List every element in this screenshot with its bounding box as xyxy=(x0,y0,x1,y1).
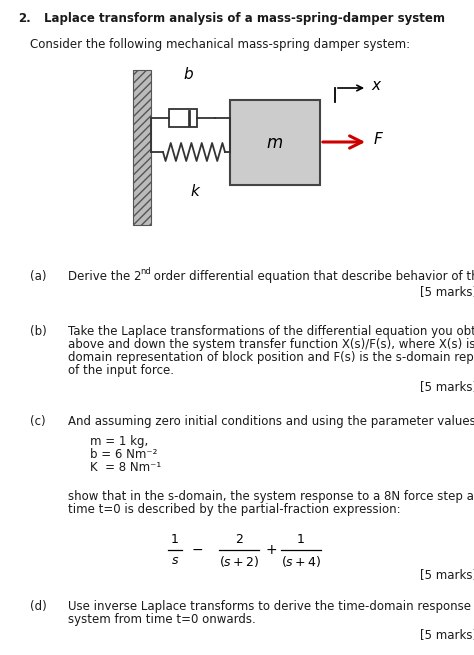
Text: Use inverse Laplace transforms to derive the time-domain response of the: Use inverse Laplace transforms to derive… xyxy=(68,600,474,613)
Text: 1: 1 xyxy=(297,533,305,546)
Text: [5 marks]: [5 marks] xyxy=(420,380,474,393)
Text: order differential equation that describe behavior of the system.: order differential equation that describ… xyxy=(150,270,474,283)
Text: domain representation of block position and F(s) is the s-domain representation: domain representation of block position … xyxy=(68,351,474,364)
Text: $k$: $k$ xyxy=(191,183,201,199)
Text: (a): (a) xyxy=(30,270,46,283)
Text: $b$: $b$ xyxy=(182,66,193,82)
Text: system from time t=0 onwards.: system from time t=0 onwards. xyxy=(68,613,256,626)
Text: [5 marks]: [5 marks] xyxy=(420,568,474,581)
Text: [5 marks]: [5 marks] xyxy=(420,628,474,641)
Text: $(s + 2)$: $(s + 2)$ xyxy=(219,554,259,569)
Text: $m$: $m$ xyxy=(266,134,283,151)
Bar xyxy=(230,100,320,185)
Text: −: − xyxy=(191,543,203,557)
Text: (c): (c) xyxy=(30,415,46,428)
Text: 1: 1 xyxy=(171,533,179,546)
Text: (d): (d) xyxy=(30,600,47,613)
Text: $(s + 4)$: $(s + 4)$ xyxy=(281,554,321,569)
Text: $x$: $x$ xyxy=(371,77,383,92)
Text: Derive the 2: Derive the 2 xyxy=(68,270,142,283)
Bar xyxy=(133,70,151,225)
Text: [5 marks]: [5 marks] xyxy=(420,285,474,298)
Text: 2.: 2. xyxy=(18,12,31,25)
Text: And assuming zero initial conditions and using the parameter values:: And assuming zero initial conditions and… xyxy=(68,415,474,428)
Text: +: + xyxy=(265,543,277,557)
Text: above and down the system transfer function X(s)/F(s), where X(s) is the s-: above and down the system transfer funct… xyxy=(68,338,474,351)
Text: nd: nd xyxy=(140,267,151,276)
Text: Laplace transform analysis of a mass-spring-damper system: Laplace transform analysis of a mass-spr… xyxy=(44,12,445,25)
Text: b = 6 Nm⁻²: b = 6 Nm⁻² xyxy=(90,448,157,461)
Text: $F$: $F$ xyxy=(373,131,384,147)
Text: m = 1 kg,: m = 1 kg, xyxy=(90,435,148,448)
Text: K  = 8 Nm⁻¹: K = 8 Nm⁻¹ xyxy=(90,461,161,474)
Bar xyxy=(169,109,197,127)
Text: $s$: $s$ xyxy=(171,554,179,567)
Text: 2: 2 xyxy=(235,533,243,546)
Text: show that in the s-domain, the system response to a 8N force step applied at: show that in the s-domain, the system re… xyxy=(68,490,474,503)
Text: Take the Laplace transformations of the differential equation you obtained: Take the Laplace transformations of the … xyxy=(68,325,474,338)
Text: time t=0 is described by the partial-fraction expression:: time t=0 is described by the partial-fra… xyxy=(68,503,401,516)
Text: of the input force.: of the input force. xyxy=(68,364,174,377)
Text: Consider the following mechanical mass-spring damper system:: Consider the following mechanical mass-s… xyxy=(30,38,410,51)
Text: (b): (b) xyxy=(30,325,47,338)
